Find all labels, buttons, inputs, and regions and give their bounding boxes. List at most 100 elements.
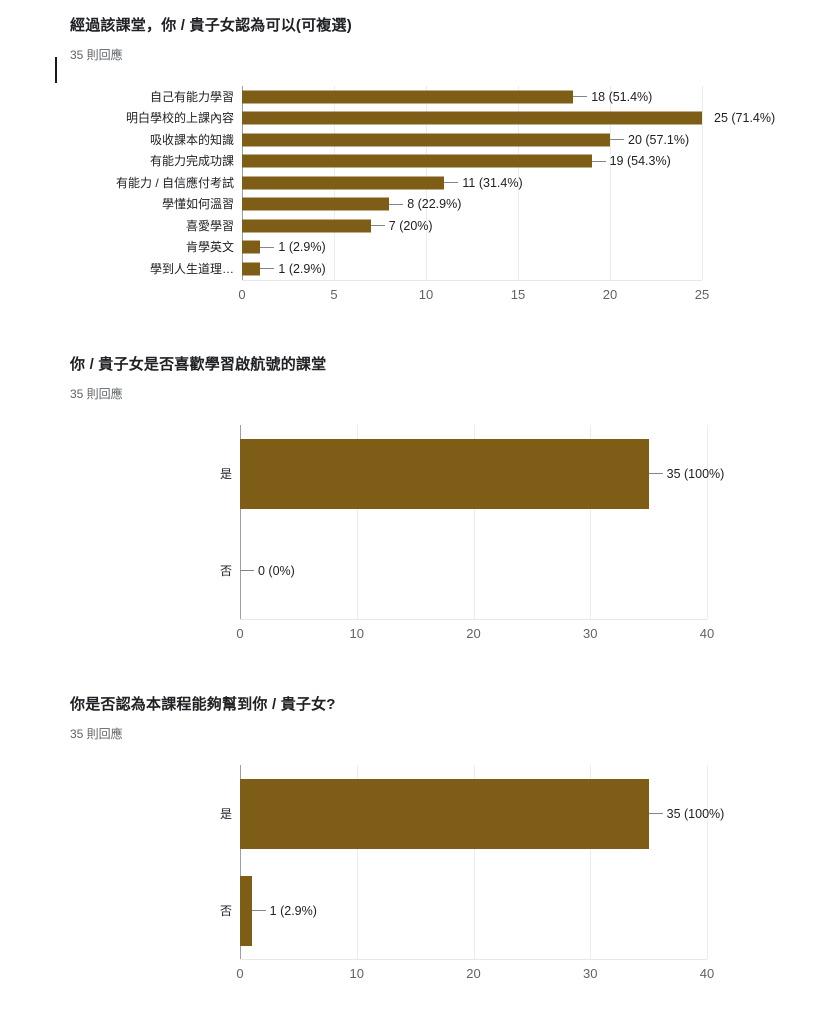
x-axis-tick-label: 0 [236,626,244,641]
bar-row: 是 35 (100%) [70,425,810,522]
value-callout: 35 (100%) [648,466,725,481]
value-label: 20 (57.1%) [628,132,690,147]
bar-row: 自己有能力學習 18 (51.4%) [70,86,810,108]
bar-track: 18 (51.4%) [242,86,702,108]
bar [240,875,252,946]
value-callout: 1 (2.9%) [251,903,317,918]
value-label: 7 (20%) [388,218,433,233]
x-axis-tick-label: 5 [330,286,338,302]
x-axis-tick-label: 20 [466,626,481,641]
callout-line [260,268,275,270]
bar-track: 35 (100%) [240,765,724,862]
callout-line [444,182,459,184]
text-cursor-artifact [55,57,57,83]
callout-line [370,225,385,227]
bar-row: 喜愛學習 7 (20%) [70,215,810,237]
value-label: 1 (2.9%) [278,261,326,276]
category-label: 否 [219,563,232,578]
response-count: 35 則回應 [70,727,123,741]
category-label: 學到人生道理… [149,261,234,276]
bar-row: 有能力 / 自信應付考試 11 (31.4%) [70,172,810,194]
question-title: 經過該課堂，你 / 貴子女認為可以(可複選) [70,17,352,34]
callout-line [648,473,663,474]
bar-track: 11 (31.4%) [242,172,702,194]
gridline [590,765,592,959]
bar [240,438,649,509]
value-label: 0 (0%) [258,563,295,578]
bar [242,90,574,104]
grid-layer [240,425,708,620]
gridline [356,425,358,619]
bar-row: 明白學校的上課內容 25 (71.4%) [70,108,810,130]
value-label: 8 (22.9%) [407,197,462,212]
x-axis: 0 10 20 30 40 [236,626,714,644]
value-callout: 1 (2.9%) [260,240,326,255]
bar [242,176,445,190]
bar [242,197,390,211]
category-label: 是 [219,466,232,481]
gridline [702,86,703,280]
grid-layer [240,765,708,960]
x-axis: 0 5 10 15 20 25 [238,286,709,305]
x-axis-tick-label: 25 [694,286,710,302]
x-axis-tick-label: 0 [236,966,244,981]
callout-line [260,246,275,248]
value-callout: 11 (31.4%) [444,175,523,190]
question-block: 你 / 貴子女是否喜歡學習啟航號的課堂 35 則回應是 35 (100%) 否 0 (0… [70,355,810,644]
bar [242,154,592,168]
bar-row: 學到人生道理… 1 (2.9%) [70,258,810,280]
callout-line [610,139,624,141]
bar-track: 25 (71.4%) [242,108,775,130]
bar-chart: 是 35 (100%) 否 0 (0%) 0 10 20 30 40 [70,425,810,644]
category-label: 有能力完成功課 [149,154,234,169]
x-axis-tick-label: 0 [238,286,246,302]
value-callout: 20 (57.1%) [610,133,689,147]
y-axis-line [240,425,241,619]
question-block: 你是否認為本課程能夠幫到你 / 貴子女? 35 則回應是 35 (100%) 否 1 (… [70,695,810,984]
question-title: 你是否認為本課程能夠幫到你 / 貴子女? [70,696,336,713]
gridline [356,765,358,959]
bar [242,262,261,276]
bar-row: 否 0 (0%) [70,522,810,619]
x-axis-tick-label: 20 [466,966,481,981]
category-label: 否 [219,903,232,918]
x-axis-tick-label: 15 [510,286,526,302]
bar-row: 肯學英文 1 (2.9%) [70,237,810,259]
value-label: 1 (2.9%) [278,240,326,255]
value-callout: 35 (100%) [648,806,725,821]
value-callout: 18 (51.4%) [573,90,652,104]
category-label: 吸收課本的知識 [149,132,234,147]
value-callout: 19 (54.3%) [591,154,671,168]
gridline [610,86,611,280]
value-label: 11 (31.4%) [462,175,523,190]
value-callout: 8 (22.9%) [389,197,461,211]
x-axis-tick-label: 20 [602,286,618,302]
value-callout: 1 (2.9%) [260,261,326,276]
category-label: 明白學校的上課內容 [125,111,234,126]
x-axis-tick-label: 30 [583,626,598,641]
bar-row: 否 1 (2.9%) [70,862,810,959]
bar [242,133,610,147]
question-block: 經過該課堂，你 / 貴子女認為可以(可複選) 35 則回應自己有能力學習 18 (5… [70,16,810,305]
bar-track: 19 (54.3%) [242,151,702,173]
x-axis-tick-label: 10 [349,626,364,641]
bar-track: 0 (0%) [240,522,707,619]
question-title: 你 / 貴子女是否喜歡學習啟航號的課堂 [70,356,327,373]
bar [242,111,702,125]
response-count: 35 則回應 [70,48,123,62]
bar-rows: 是 35 (100%) 否 0 (0%) [70,425,810,619]
bar-track: 7 (20%) [242,215,702,237]
gridline [518,86,519,280]
callout-line [240,570,254,571]
x-axis: 0 10 20 30 40 [236,966,714,984]
bar-track: 1 (2.9%) [242,258,702,280]
bar-track: 1 (2.9%) [240,862,707,959]
value-label: 1 (2.9%) [269,903,317,918]
callout-line [573,96,588,98]
response-count: 35 則回應 [70,387,123,401]
value-label: 35 (100%) [666,466,725,481]
value-label: 35 (100%) [666,806,725,821]
callout-line [389,203,404,205]
bar-row: 吸收課本的知識 20 (57.1%) [70,129,810,151]
